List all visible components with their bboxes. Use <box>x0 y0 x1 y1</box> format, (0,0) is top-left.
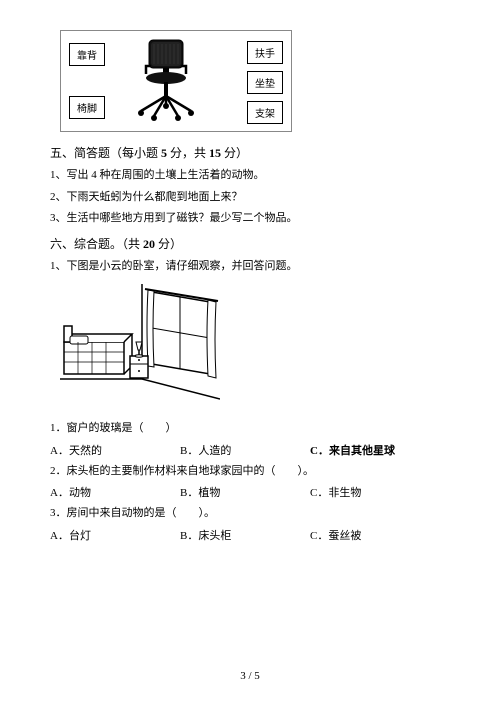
section6-q3-opt-a: A．台灯 <box>50 527 180 543</box>
section6-q1-opt-c: C．来自其他星球 <box>310 442 395 458</box>
label-back: 靠背 <box>69 43 105 66</box>
section5-q3: 3、生活中哪些地方用到了磁铁？最少写二个物品。 <box>50 210 450 227</box>
section5-title-prefix: 五、简答题（每小题 <box>50 146 161 160</box>
section6-intro: 1、下图是小云的卧室，请仔细观察，并回答问题。 <box>50 258 450 275</box>
section6-q1-opt-a: A．天然的 <box>50 442 180 458</box>
section5-points-total: 15 <box>209 146 221 160</box>
room-icon <box>60 284 220 404</box>
section5-q1: 1、写出 4 种在周围的土壤上生活着的动物。 <box>50 167 450 184</box>
section6-q3-stem: 3．房间中来自动物的是（ ）。 <box>50 505 450 522</box>
page-number: 3 / 5 <box>0 670 500 682</box>
section6-q2-opt-a: A．动物 <box>50 484 180 500</box>
section6-q3-opt-c: C．蚕丝被 <box>310 527 361 543</box>
label-frame: 支架 <box>247 101 283 124</box>
section6-title: 六、综合题。（共 20 分） <box>50 235 450 252</box>
section6-q2-opt-c: C．非生物 <box>310 484 361 500</box>
section6-title-prefix: 六、综合题。（共 <box>50 237 143 251</box>
section6-points: 20 <box>143 237 155 251</box>
section6-title-suffix: 分） <box>155 237 182 251</box>
chair-icon <box>121 36 211 126</box>
section6-q2-stem: 2．床头柜的主要制作材料来自地球家园中的（ ）。 <box>50 463 450 480</box>
section6-q3-opt-b: B．床头柜 <box>180 527 310 543</box>
label-armrest: 扶手 <box>247 41 283 64</box>
label-leg: 椅脚 <box>69 96 105 119</box>
section6-q1-stem: 1．窗户的玻璃是（ ） <box>50 420 450 437</box>
section6-q2-options: A．动物 B．植物 C．非生物 <box>50 484 450 500</box>
section5-title-mid: 分，共 <box>167 146 209 160</box>
chair-diagram: 靠背 椅脚 扶手 坐垫 支架 <box>60 30 292 132</box>
section5-title: 五、简答题（每小题 5 分，共 15 分） <box>50 144 450 161</box>
label-cushion: 坐垫 <box>247 71 283 94</box>
section5-q2: 2、下雨天蚯蚓为什么都爬到地面上来？ <box>50 189 450 206</box>
section5-title-suffix: 分） <box>221 146 248 160</box>
section6-q1-options: A．天然的 B．人造的 C．来自其他星球 <box>50 442 450 458</box>
section6-q2-opt-b: B．植物 <box>180 484 310 500</box>
section6-q1-opt-b: B．人造的 <box>180 442 310 458</box>
section6-q3-options: A．台灯 B．床头柜 C．蚕丝被 <box>50 527 450 543</box>
